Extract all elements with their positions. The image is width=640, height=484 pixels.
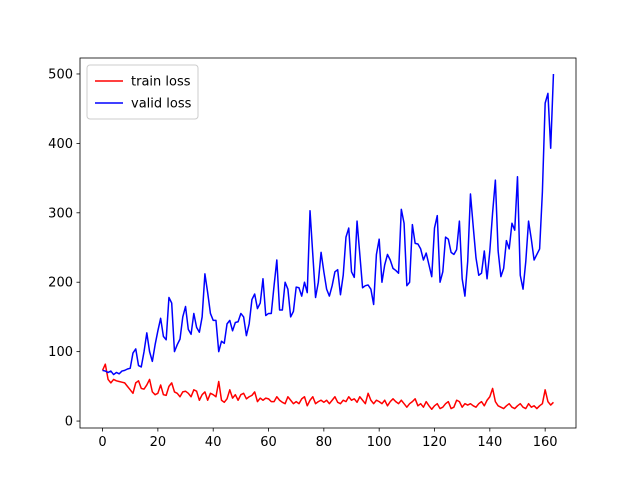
x-tick-label: 140 bbox=[477, 435, 502, 450]
x-tick-label: 40 bbox=[205, 435, 222, 450]
x-tick-label: 100 bbox=[367, 435, 392, 450]
y-tick-label: 0 bbox=[65, 415, 73, 430]
legend-label: valid loss bbox=[131, 97, 192, 112]
x-tick-label: 60 bbox=[260, 435, 277, 450]
x-tick-label: 0 bbox=[98, 435, 106, 450]
y-tick-label: 500 bbox=[48, 67, 73, 82]
x-tick-label: 160 bbox=[533, 435, 558, 450]
line-series bbox=[101, 363, 554, 411]
y-tick-label: 100 bbox=[48, 345, 73, 360]
x-tick-label: 80 bbox=[316, 435, 333, 450]
x-tick-label: 120 bbox=[422, 435, 447, 450]
x-tick-label: 20 bbox=[150, 435, 167, 450]
legend-box bbox=[86, 64, 199, 120]
legend-label: train loss bbox=[131, 75, 191, 90]
y-tick-label: 400 bbox=[48, 137, 73, 152]
y-tick-label: 200 bbox=[48, 276, 73, 291]
plot-frame bbox=[79, 57, 577, 429]
line-series bbox=[102, 73, 555, 376]
y-tick-label: 300 bbox=[48, 206, 73, 221]
